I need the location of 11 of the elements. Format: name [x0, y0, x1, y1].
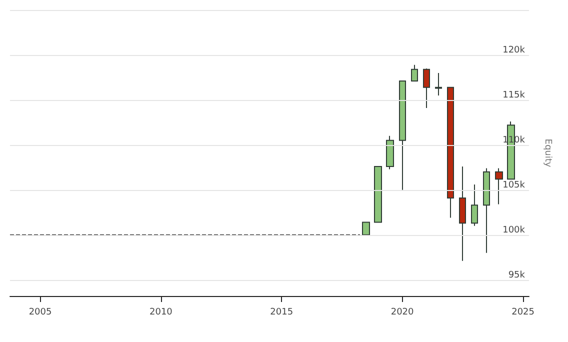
y-tick-label: 100k: [502, 225, 526, 236]
y-tick-label: 120k: [502, 45, 526, 56]
x-tick-label: 2015: [270, 308, 294, 318]
x-tick-label: 2010: [149, 308, 173, 318]
y-tick-label: 115k: [502, 90, 526, 100]
x-tick-label: 2020: [390, 308, 414, 318]
y-tick-label: 105k: [502, 180, 526, 190]
x-tick-label: 2025: [512, 308, 535, 318]
y-tick-label: 95k: [508, 270, 526, 280]
y-axis-title: Equity: [542, 138, 552, 168]
x-tick-label: 2005: [28, 308, 52, 318]
